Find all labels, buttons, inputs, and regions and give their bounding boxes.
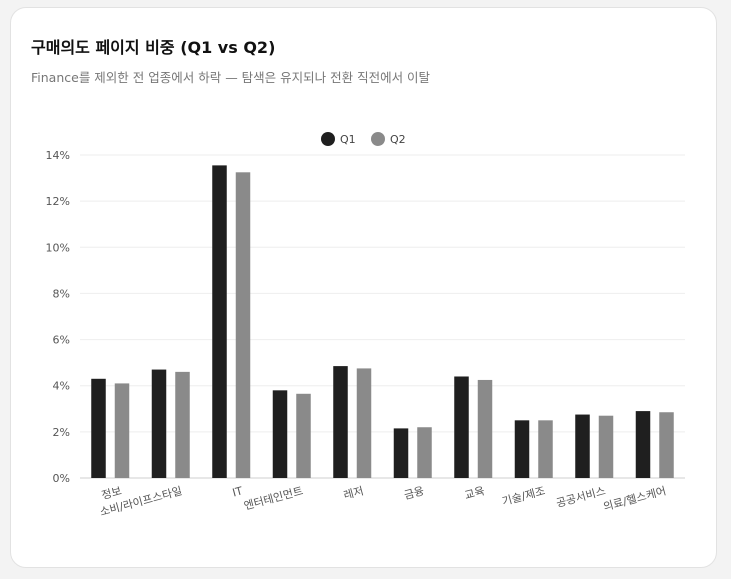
x-tick-label: 교육 — [463, 484, 486, 502]
y-tick-label: 2% — [53, 426, 70, 439]
bar-q1 — [212, 165, 227, 478]
x-tick-label: 기술/제조 — [500, 484, 546, 508]
bar-q2 — [114, 383, 130, 478]
y-tick-label: 0% — [53, 472, 70, 485]
x-tick-label: IT — [231, 484, 244, 499]
bar-q2 — [296, 393, 311, 478]
legend-swatch-q2 — [371, 132, 385, 146]
bar-q2 — [598, 415, 614, 478]
x-tick-label: 정보 — [100, 484, 123, 502]
bar-q1 — [333, 366, 348, 478]
x-tick-label: 레저 — [342, 484, 365, 502]
x-tick-label: 의료/헬스케어 — [602, 484, 668, 513]
bar-q2 — [538, 420, 553, 478]
legend-label-q1: Q1 — [340, 133, 356, 146]
legend-label-q2: Q2 — [390, 133, 406, 146]
bar-q2 — [175, 371, 190, 478]
y-tick-label: 12% — [46, 195, 70, 208]
x-tick-label: 엔터테인먼트 — [242, 484, 304, 512]
legend-swatch-q1 — [321, 132, 335, 146]
y-tick-label: 14% — [46, 149, 70, 162]
bar-q2 — [477, 379, 493, 478]
bar-q1 — [635, 411, 651, 478]
y-tick-label: 8% — [53, 287, 70, 300]
bar-q1 — [514, 420, 530, 478]
y-tick-label: 4% — [53, 380, 70, 393]
chart-subtitle: Finance를 제외한 전 업종에서 하락 — 탐색은 유지되나 전환 직전에… — [31, 70, 431, 85]
bar-q2 — [659, 412, 674, 478]
bar-q1 — [393, 428, 409, 478]
chart-title: 구매의도 페이지 비중 (Q1 vs Q2) — [31, 38, 276, 57]
bar-q1 — [91, 378, 106, 478]
bar-q1 — [272, 390, 288, 478]
bar-q2 — [356, 368, 372, 478]
x-tick-label: 공공서비스 — [555, 484, 607, 510]
bar-q1 — [151, 369, 167, 478]
y-tick-label: 10% — [46, 241, 70, 254]
bar-q1 — [575, 414, 590, 478]
bar-q2 — [235, 172, 251, 478]
y-tick-label: 6% — [53, 334, 70, 347]
bar-q1 — [454, 376, 469, 478]
bar-q2 — [417, 427, 432, 478]
x-tick-label: 금융 — [403, 484, 426, 502]
